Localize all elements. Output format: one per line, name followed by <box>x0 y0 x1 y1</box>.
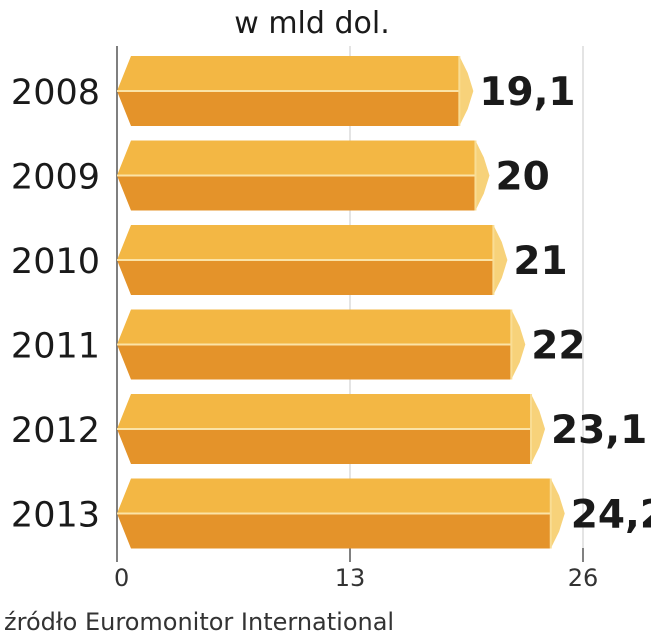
bar-bottom-face <box>117 175 476 211</box>
value-label: 22 <box>531 324 585 369</box>
bar-2012: 2012 23,1 <box>11 394 647 464</box>
bar-top-face <box>117 56 460 91</box>
source-note: źródło Euromonitor International <box>4 608 394 636</box>
bar-top-face <box>117 478 551 514</box>
bar-bottom-face <box>117 429 532 464</box>
category-label: 2008 <box>11 73 100 113</box>
bar-2011: 2011 22 <box>11 309 586 380</box>
bar-end-cap <box>511 309 526 380</box>
x-axis-ticks: 0 13 26 <box>114 564 598 592</box>
bar-top-face <box>117 394 532 429</box>
bar-end-cap <box>531 394 546 464</box>
value-label: 24,2 <box>571 493 651 538</box>
bar-end-cap <box>459 56 474 126</box>
unit-label: w mld dol. <box>234 6 389 41</box>
category-label: 2009 <box>11 158 100 198</box>
bar-bottom-face <box>117 91 460 126</box>
bar-top-face <box>117 225 494 260</box>
bar-end-cap <box>493 225 508 295</box>
tick-label: 13 <box>335 564 366 592</box>
bar-2009: 2009 20 <box>11 140 550 211</box>
bar-top-face <box>117 140 476 176</box>
category-label: 2012 <box>11 411 100 451</box>
value-label: 20 <box>495 155 549 200</box>
value-label: 19,1 <box>479 70 575 115</box>
grid <box>116 46 584 562</box>
tick-label: 26 <box>568 564 599 592</box>
bar-end-cap <box>550 478 565 549</box>
bar-bottom-face <box>117 344 512 380</box>
value-label: 23,1 <box>551 408 647 453</box>
tick-label: 0 <box>114 564 129 592</box>
category-label: 2011 <box>11 327 100 367</box>
bar-bottom-face <box>117 260 494 295</box>
bars: 2008 19,1 2009 20 2010 21 2011 22 2012 23,1 2013 24… <box>11 56 651 549</box>
bar-2013: 2013 24,2 <box>11 478 651 549</box>
value-label: 21 <box>513 239 567 284</box>
bar-2010: 2010 21 <box>11 225 568 295</box>
category-label: 2013 <box>11 496 100 536</box>
bar-bottom-face <box>117 513 551 549</box>
bar-2008: 2008 19,1 <box>11 56 576 126</box>
bar-end-cap <box>475 140 490 211</box>
category-label: 2010 <box>11 242 100 282</box>
bar-top-face <box>117 309 512 345</box>
